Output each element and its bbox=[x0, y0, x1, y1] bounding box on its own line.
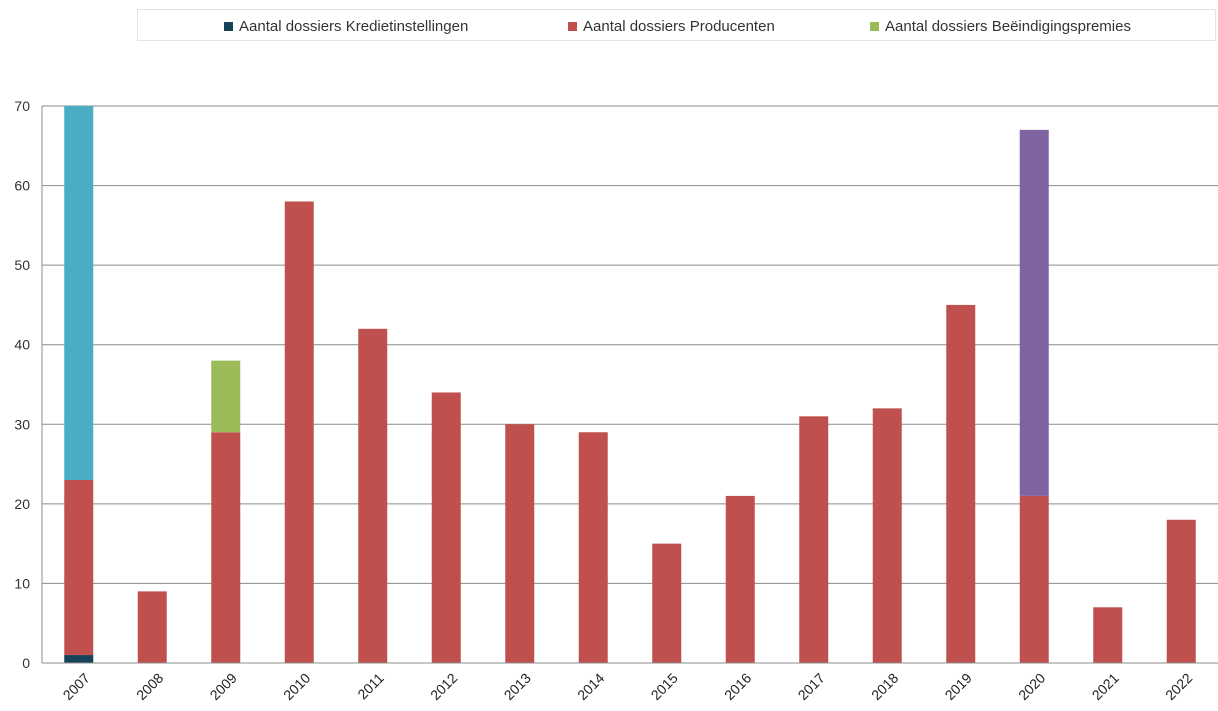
x-tick-label: 2008 bbox=[133, 670, 166, 703]
x-tick-label: 2019 bbox=[942, 670, 975, 703]
x-tick-label: 2020 bbox=[1015, 670, 1048, 703]
y-tick-label: 20 bbox=[14, 496, 30, 512]
bar-segment-2020-s1 bbox=[1019, 495, 1049, 663]
x-tick-label: 2014 bbox=[574, 670, 607, 703]
x-tick-label: 2022 bbox=[1162, 670, 1195, 703]
bar-segment-2011-s1 bbox=[358, 328, 388, 663]
x-tick-label: 2009 bbox=[207, 670, 240, 703]
bar-segment-2020-s4 bbox=[1019, 129, 1049, 496]
bar-segment-2018-s1 bbox=[872, 408, 902, 663]
bar-segment-2013-s1 bbox=[505, 424, 535, 663]
bar-segment-2019-s1 bbox=[946, 304, 976, 663]
legend-item-producenten: Aantal dossiers Producenten bbox=[568, 10, 775, 42]
y-tick-label: 30 bbox=[14, 416, 30, 432]
bar-segment-2007-s3 bbox=[64, 106, 94, 480]
y-tick-label: 0 bbox=[22, 655, 30, 671]
bar-segment-2010-s1 bbox=[284, 201, 314, 663]
bar-segment-2012-s1 bbox=[431, 392, 461, 663]
bar-segment-2021-s1 bbox=[1093, 607, 1123, 663]
bar-segment-2016-s1 bbox=[725, 495, 755, 663]
x-tick-label: 2015 bbox=[648, 670, 681, 703]
x-axis-ticks: 2007 2008 2009 2010 2011 2012 2013 2014 2015 2016… bbox=[60, 670, 1196, 703]
legend-label-producenten: Aantal dossiers Producenten bbox=[583, 17, 775, 35]
bar-segment-2022-s1 bbox=[1166, 519, 1196, 663]
legend-label-kredietinstellingen: Aantal dossiers Kredietinstellingen bbox=[239, 17, 469, 35]
y-tick-label: 10 bbox=[14, 575, 30, 591]
x-tick-label: 2016 bbox=[721, 670, 754, 703]
legend-item-beeindigingspremies: Aantal dossiers Beëindigingspremies bbox=[870, 10, 1131, 42]
x-tick-label: 2018 bbox=[868, 670, 901, 703]
bar-segment-2015-s1 bbox=[652, 543, 682, 663]
legend-swatch-kredietinstellingen bbox=[224, 21, 233, 31]
bars bbox=[64, 106, 1196, 663]
legend-label-beeindigingspremies: Aantal dossiers Beëindigingspremies bbox=[885, 17, 1131, 35]
y-tick-label: 70 bbox=[14, 98, 30, 114]
y-tick-label: 60 bbox=[14, 178, 30, 194]
x-tick-label: 2021 bbox=[1089, 670, 1122, 703]
bar-segment-2009-s2 bbox=[211, 360, 241, 433]
y-tick-label: 50 bbox=[14, 257, 30, 273]
y-axis-ticks: 0 10 20 30 40 50 60 70 bbox=[14, 98, 30, 671]
y-tick-label: 40 bbox=[14, 337, 30, 353]
axes bbox=[41, 106, 1218, 664]
legend-item-kredietinstellingen: Aantal dossiers Kredietinstellingen bbox=[224, 10, 468, 42]
x-tick-label: 2013 bbox=[501, 670, 534, 703]
x-tick-label: 2017 bbox=[795, 670, 828, 703]
x-tick-label: 2010 bbox=[280, 670, 313, 703]
bar-segment-2017-s1 bbox=[799, 416, 829, 663]
x-tick-label: 2007 bbox=[60, 670, 93, 703]
bar-segment-2007-s0 bbox=[64, 655, 94, 663]
bar-segment-2008-s1 bbox=[137, 591, 167, 663]
bar-segment-2009-s1 bbox=[211, 432, 241, 663]
legend-swatch-producenten bbox=[568, 21, 577, 31]
legend: Aantal dossiers Kredietinstellingen Aant… bbox=[137, 9, 1216, 41]
bar-segment-2014-s1 bbox=[578, 432, 608, 663]
x-tick-label: 2012 bbox=[427, 670, 460, 703]
legend-swatch-beeindigingspremies bbox=[870, 21, 879, 31]
x-tick-label: 2011 bbox=[354, 670, 387, 703]
bar-segment-2007-s1 bbox=[64, 479, 94, 656]
